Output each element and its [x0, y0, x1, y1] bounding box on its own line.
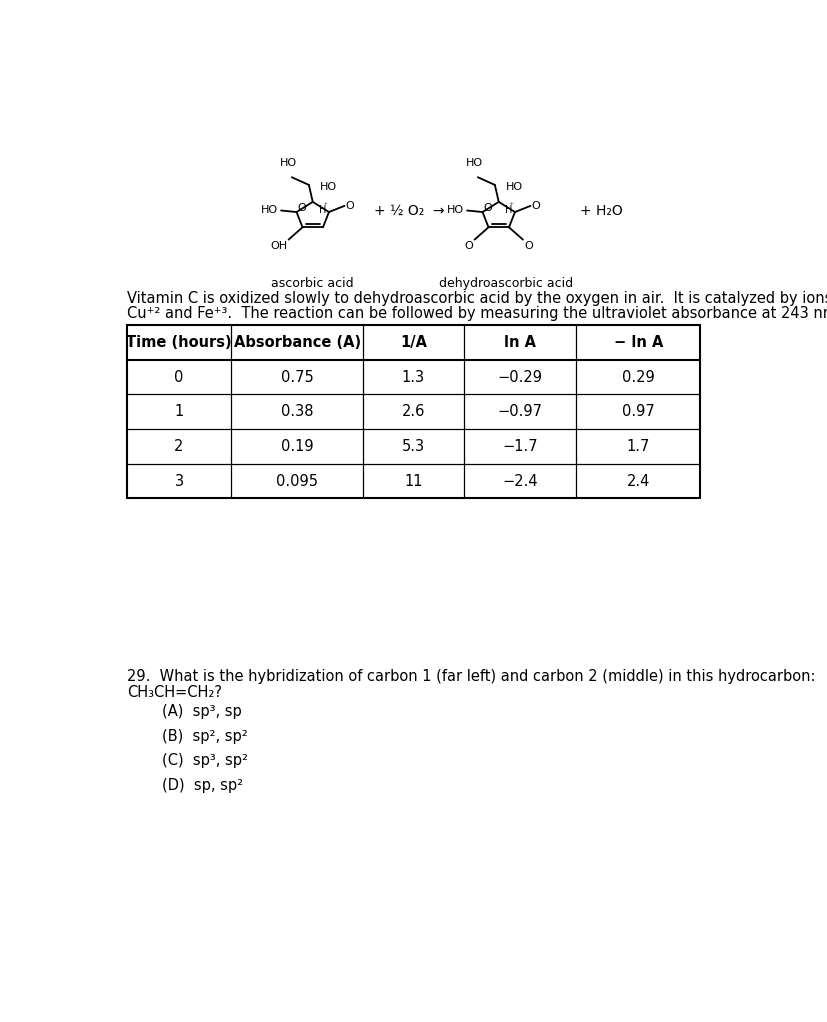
Text: HO: HO — [505, 182, 522, 192]
Text: dehydroascorbic acid: dehydroascorbic acid — [439, 277, 573, 289]
Text: 0.38: 0.38 — [280, 405, 313, 419]
Text: HO: HO — [280, 158, 297, 168]
Text: O: O — [345, 201, 354, 211]
Text: HO: HO — [261, 205, 278, 216]
Text: 0.29: 0.29 — [621, 370, 654, 384]
Text: 0: 0 — [174, 370, 184, 384]
Text: −2.4: −2.4 — [502, 473, 538, 489]
Text: 0.75: 0.75 — [280, 370, 313, 384]
Text: −1.7: −1.7 — [502, 438, 538, 454]
Text: 1: 1 — [174, 405, 184, 419]
Text: −0.97: −0.97 — [497, 405, 542, 419]
Text: Vitamin C is oxidized slowly to dehydroascorbic acid by the oxygen in air.  It i: Vitamin C is oxidized slowly to dehydroa… — [127, 290, 827, 306]
Text: Time (hours): Time (hours) — [126, 335, 232, 350]
Text: 5.3: 5.3 — [401, 438, 424, 454]
Text: 1/A: 1/A — [399, 335, 427, 350]
Text: 0.095: 0.095 — [276, 473, 318, 489]
Text: ln A: ln A — [504, 335, 535, 350]
Text: 2.6: 2.6 — [401, 405, 425, 419]
Text: 2.4: 2.4 — [626, 473, 649, 489]
Text: HO: HO — [447, 205, 463, 216]
Text: 0.97: 0.97 — [621, 405, 654, 419]
Text: 29.  What is the hybridization of carbon 1 (far left) and carbon 2 (middle) in t: 29. What is the hybridization of carbon … — [127, 669, 815, 685]
Text: (C)  sp³, sp²: (C) sp³, sp² — [161, 753, 247, 769]
Text: O: O — [531, 201, 539, 211]
Text: 11: 11 — [404, 473, 423, 489]
Text: H: H — [318, 205, 326, 215]
Text: 3: 3 — [174, 473, 184, 489]
Text: Absorbance (A): Absorbance (A) — [233, 335, 361, 350]
Text: ⁺: ⁺ — [323, 202, 327, 208]
Text: H: H — [504, 205, 512, 215]
Text: O: O — [523, 241, 533, 251]
Text: + H₂O: + H₂O — [580, 204, 622, 218]
Text: ascorbic acid: ascorbic acid — [271, 277, 354, 289]
Text: (B)  sp², sp²: (B) sp², sp² — [161, 729, 247, 744]
Text: 0.19: 0.19 — [280, 438, 313, 454]
Text: 2: 2 — [174, 438, 184, 454]
Text: OH: OH — [270, 241, 287, 251]
Text: O: O — [464, 241, 472, 251]
Text: O: O — [483, 202, 491, 213]
Text: 1.7: 1.7 — [626, 438, 649, 454]
Text: CH₃CH=CH₂?: CH₃CH=CH₂? — [127, 685, 222, 700]
Text: − ln A: − ln A — [613, 335, 662, 350]
Text: Cu⁺² and Fe⁺³.  The reaction can be followed by measuring the ultraviolet absorb: Cu⁺² and Fe⁺³. The reaction can be follo… — [127, 306, 827, 321]
Text: (A)  sp³, sp: (A) sp³, sp — [161, 704, 241, 719]
Text: + ½ O₂  →: + ½ O₂ → — [374, 204, 444, 218]
Text: (D)  sp, sp²: (D) sp, sp² — [161, 778, 242, 793]
Text: ⁺: ⁺ — [509, 202, 513, 208]
Text: 1.3: 1.3 — [401, 370, 424, 384]
Text: −0.29: −0.29 — [497, 370, 542, 384]
Text: HO: HO — [466, 158, 483, 168]
Text: HO: HO — [319, 182, 337, 192]
Text: O: O — [297, 202, 305, 213]
